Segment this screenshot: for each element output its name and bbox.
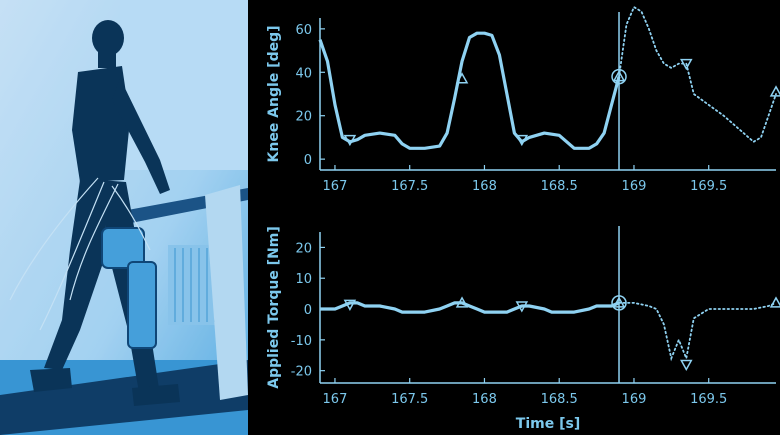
peak-marker: [769, 85, 780, 97]
measured-series-line: [320, 301, 620, 314]
peak-marker: [612, 70, 626, 82]
valley-marker: [515, 134, 529, 147]
y-tick-label: 0: [304, 303, 312, 318]
measured-series-line: [318, 31, 621, 150]
photo-tint: [0, 0, 248, 435]
x-tick-label: 168.5: [541, 392, 578, 407]
current-point-marker: [611, 68, 627, 85]
peak-marker: [612, 296, 626, 308]
y-tick-label: 60: [295, 23, 312, 38]
valley-marker: [515, 301, 529, 313]
x-tick-label: 167.5: [391, 179, 428, 194]
x-tick-label: 167: [323, 392, 348, 407]
current-point-marker: [611, 295, 627, 311]
valley-marker: [343, 134, 357, 147]
charts-panel: 0 20 40 60 167 167.5 168 168.5 169 169.5 Knee Angl…: [266, 5, 780, 432]
treadmill-console: [205, 185, 248, 400]
x-tick-label: 168: [472, 179, 497, 194]
x-tick-label: 169.5: [690, 392, 727, 407]
x-tick-label: 168.5: [541, 179, 578, 194]
applied-torque-chart: 20 10 0 -10 -20 167 167.5 168 168.5 169 169.5 Appli…: [266, 226, 780, 432]
peak-marker: [769, 296, 780, 308]
y-tick-label: 20: [295, 110, 312, 125]
peak-marker: [455, 296, 469, 308]
predicted-series-line: [618, 5, 777, 143]
sensor-cables: [9, 177, 151, 331]
y-tick-label: -20: [291, 365, 312, 380]
exoskeleton-device: [101, 227, 157, 349]
valley-marker: [680, 58, 693, 71]
predicted-series-line: [618, 301, 777, 362]
x-tick-label: 167.5: [391, 392, 428, 407]
valley-marker: [680, 359, 693, 372]
knee-angle-chart: 0 20 40 60 167 167.5 168 168.5 169 169.5 Knee Angl…: [266, 5, 780, 194]
x-axis-label: Time [s]: [516, 416, 580, 432]
x-tick-label: 169.5: [690, 179, 727, 194]
y-tick-label: 40: [295, 66, 312, 81]
y-tick-label: 0: [304, 153, 312, 168]
treadmill-photo: [0, 0, 248, 435]
treadmill-belt: [0, 360, 248, 435]
y-tick-label: 10: [295, 272, 312, 287]
y-axis-label: Applied Torque [Nm]: [266, 226, 282, 389]
y-tick-label: 20: [295, 241, 312, 256]
y-axis-label: Knee Angle [deg]: [266, 25, 282, 162]
peak-marker: [455, 72, 469, 84]
y-tick-label: -10: [291, 334, 312, 349]
x-tick-label: 169: [622, 179, 647, 194]
valley-marker: [343, 299, 357, 311]
x-tick-label: 167: [323, 179, 348, 194]
x-tick-label: 168: [472, 392, 497, 407]
x-tick-label: 169: [622, 392, 647, 407]
